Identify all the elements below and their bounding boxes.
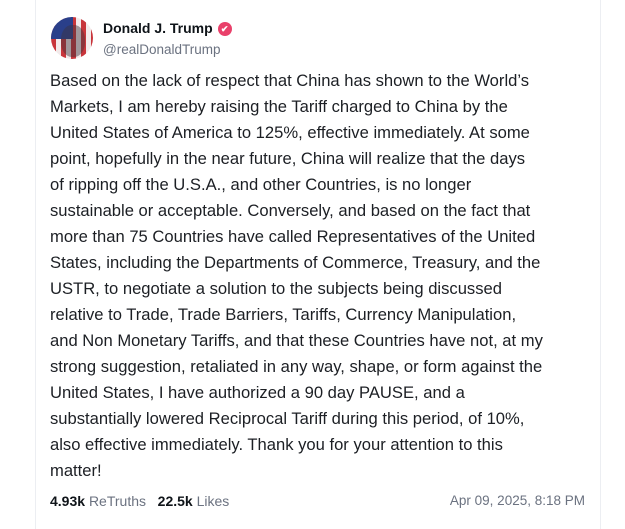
post-text-line: also effective immediately. Thank you fo… bbox=[50, 435, 503, 454]
post-card bbox=[35, 0, 601, 529]
post-text-line: Based on the lack of respect that China … bbox=[50, 71, 530, 90]
post-text-line: United States of America to 125%, effect… bbox=[50, 123, 530, 142]
post-text: Based on the lack of respect that China … bbox=[50, 68, 595, 484]
likes-count: 22.5k bbox=[157, 493, 193, 509]
post-text-line: point, hopefully in the near future, Chi… bbox=[50, 149, 526, 168]
post-text-line: and Non Monetary Tariffs, and that these… bbox=[50, 331, 543, 350]
author-name[interactable]: Donald J. Trump ✔ bbox=[103, 20, 232, 36]
post-text-line: sustainable or acceptable. Conversely, a… bbox=[50, 201, 531, 220]
post-text-line: States, including the Departments of Com… bbox=[50, 253, 541, 272]
post-text-line: of ripping off the U.S.A., and other Cou… bbox=[50, 175, 472, 194]
author-handle[interactable]: @realDonaldTrump bbox=[103, 42, 221, 57]
likes-stat[interactable]: 22.5k Likes bbox=[158, 493, 230, 509]
post-text-line: more than 75 Countries have called Repre… bbox=[50, 227, 536, 246]
post-text-line: United States, I have authorized a 90 da… bbox=[50, 383, 465, 402]
post-text-line: USTR, to negotiate a solution to the sub… bbox=[50, 279, 502, 298]
retruths-label: ReTruths bbox=[88, 493, 146, 509]
post-text-line: matter! bbox=[50, 461, 102, 480]
post-stats: 4.93k ReTruths 22.5k Likes Apr 09, 2025,… bbox=[50, 493, 585, 509]
post-text-line: strong suggestion, retaliated in any way… bbox=[50, 357, 543, 376]
avatar[interactable] bbox=[51, 17, 93, 59]
verified-badge-icon: ✔ bbox=[217, 22, 232, 36]
author-name-text: Donald J. Trump bbox=[103, 20, 213, 36]
timestamp[interactable]: Apr 09, 2025, 8:18 PM bbox=[449, 493, 585, 508]
post-text-line: relative to Trade, Trade Barriers, Tarif… bbox=[50, 305, 517, 324]
retruths-count: 4.93k bbox=[50, 493, 86, 509]
likes-label: Likes bbox=[196, 493, 230, 509]
retruths-stat[interactable]: 4.93k ReTruths bbox=[50, 493, 146, 509]
post-text-line: substantially lowered Reciprocal Tariff … bbox=[50, 409, 525, 428]
post-text-line: Markets, I am hereby raising the Tariff … bbox=[50, 97, 508, 116]
